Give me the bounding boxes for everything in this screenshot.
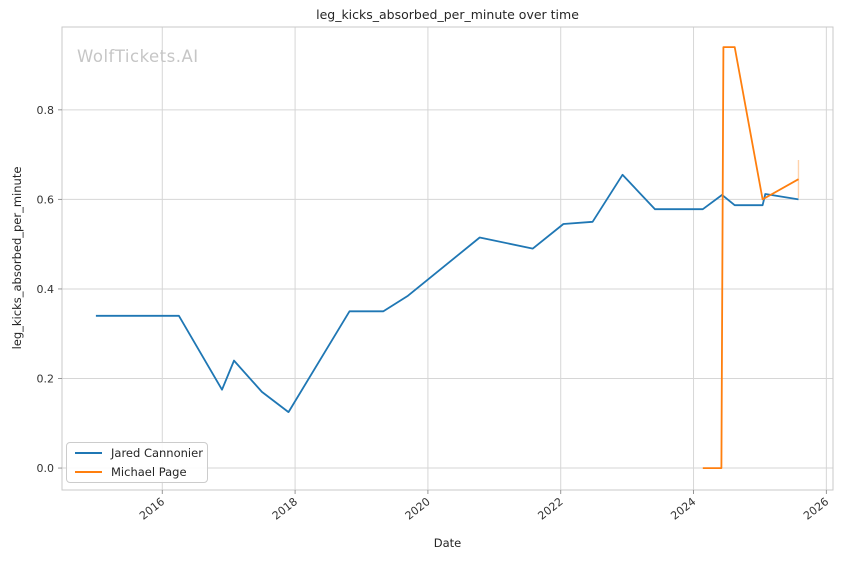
data-series-lines xyxy=(95,46,799,470)
plot-area xyxy=(62,27,833,490)
axes-spines xyxy=(61,26,834,491)
x-axis-label: Date xyxy=(433,536,462,550)
x-tick-label: 2022 xyxy=(536,495,566,522)
chart-title: leg_kicks_absorbed_per_minute over time xyxy=(316,7,579,22)
legend-item-jared-cannonier: Jared Cannonier xyxy=(75,445,203,461)
x-tick-label: 2016 xyxy=(137,495,167,522)
y-tick-label: 0.8 xyxy=(37,104,55,117)
legend-label: Michael Page xyxy=(111,465,187,479)
legend-line-swatch-orange xyxy=(75,471,102,473)
watermark: WolfTickets.AI xyxy=(77,47,199,66)
y-tick-label: 0.4 xyxy=(37,283,55,296)
plot-border xyxy=(61,26,834,491)
legend-item-michael-page: Michael Page xyxy=(75,464,199,480)
legend: Jared Cannonier Michael Page xyxy=(66,442,208,483)
plot-background xyxy=(62,27,833,490)
y-tick-label: 0.6 xyxy=(37,193,55,206)
x-tick-label: 2020 xyxy=(403,495,433,522)
x-tick-label: 2026 xyxy=(801,495,831,522)
x-tick-label: 2018 xyxy=(270,495,300,522)
x-tick-label: 2024 xyxy=(668,495,698,522)
series-line-michael-page xyxy=(702,46,799,470)
legend-line-swatch-blue xyxy=(75,452,102,454)
y-tick-label: 0.0 xyxy=(37,462,55,475)
legend-label: Jared Cannonier xyxy=(111,446,203,460)
y-tick-label: 0.2 xyxy=(37,373,55,386)
grid-lines xyxy=(62,27,833,490)
series-line-jared-cannonier xyxy=(95,173,799,414)
